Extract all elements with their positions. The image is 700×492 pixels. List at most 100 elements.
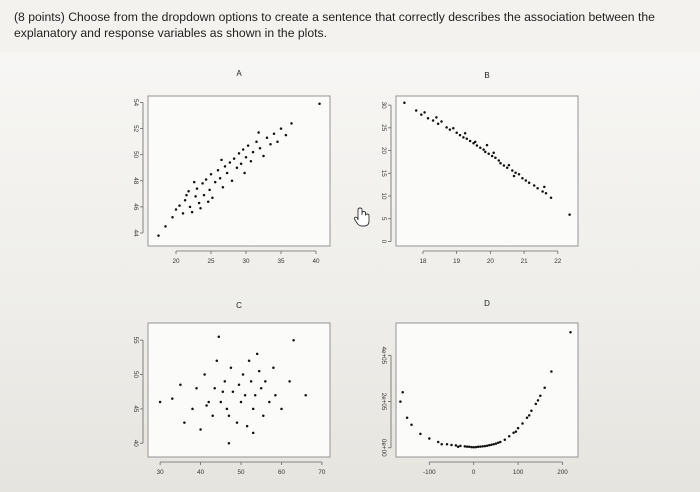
hand-cursor-icon	[353, 207, 370, 227]
data-point	[171, 216, 174, 219]
data-point	[473, 140, 477, 144]
data-point	[191, 407, 194, 411]
plot-title: C	[236, 301, 242, 310]
y-tick-label: 0e+00	[380, 439, 387, 457]
plot-frame	[147, 322, 331, 458]
data-point	[497, 159, 501, 162]
data-point	[536, 399, 540, 402]
data-point	[258, 146, 262, 150]
data-point	[503, 438, 507, 441]
data-point	[197, 201, 201, 205]
data-point	[269, 143, 272, 146]
data-point	[517, 172, 521, 176]
plot-frame	[147, 95, 331, 247]
data-point	[543, 185, 546, 189]
data-point	[401, 391, 404, 394]
data-point	[183, 199, 187, 202]
y-tick-label: 50	[132, 371, 139, 379]
data-point	[521, 177, 524, 180]
data-point	[484, 150, 487, 154]
data-point	[223, 165, 227, 168]
data-point	[229, 366, 233, 369]
data-point	[472, 445, 475, 449]
data-point	[454, 444, 458, 447]
data-point	[249, 159, 253, 163]
data-point	[164, 225, 167, 228]
data-point	[414, 109, 418, 112]
data-point	[239, 400, 243, 404]
data-point	[568, 213, 571, 216]
data-point	[463, 445, 467, 448]
plot-title: A	[236, 69, 242, 78]
y-tick-label: 4e+05	[380, 347, 387, 365]
data-point	[475, 144, 479, 147]
data-point	[202, 193, 206, 197]
x-tick-label: 22	[554, 258, 562, 265]
data-point	[465, 445, 469, 448]
data-point	[474, 445, 478, 449]
data-point	[483, 444, 487, 448]
data-point	[244, 156, 248, 159]
data-point	[192, 180, 196, 184]
data-point	[228, 161, 232, 164]
x-tick-label: 40	[312, 258, 320, 265]
data-point	[455, 131, 458, 135]
data-point	[423, 111, 426, 114]
plot-frame	[395, 95, 579, 247]
data-point	[481, 445, 484, 448]
y-tick-label: 25	[380, 124, 387, 132]
data-point	[479, 146, 482, 150]
data-point	[268, 400, 271, 404]
data-point	[452, 127, 455, 130]
y-tick-label: 10	[380, 192, 387, 200]
data-point	[521, 422, 524, 425]
data-point	[440, 120, 443, 123]
data-point	[225, 171, 229, 175]
data-point	[249, 380, 253, 383]
data-point	[468, 139, 472, 143]
data-point	[255, 140, 258, 143]
data-point	[225, 407, 229, 411]
x-tick-label: 30	[157, 469, 165, 476]
data-point	[237, 383, 241, 387]
data-point	[227, 414, 231, 418]
y-tick-label: 48	[132, 177, 139, 185]
data-point	[482, 148, 485, 151]
data-point	[534, 402, 538, 406]
data-point	[194, 195, 197, 198]
data-point	[569, 330, 572, 334]
x-tick-label: 100	[513, 469, 524, 476]
data-point	[274, 393, 277, 397]
data-point	[492, 443, 495, 446]
data-point	[251, 431, 255, 435]
data-point	[217, 335, 221, 338]
data-point	[487, 152, 490, 155]
x-tick-label: 60	[278, 469, 286, 476]
data-point	[492, 151, 495, 155]
data-point	[199, 206, 202, 210]
data-point	[272, 366, 275, 369]
data-point	[494, 156, 497, 160]
data-point	[227, 442, 231, 445]
data-point	[178, 204, 181, 207]
data-point	[445, 443, 449, 446]
data-point	[448, 128, 452, 131]
data-point	[187, 189, 190, 193]
data-point	[514, 430, 518, 433]
data-point	[216, 169, 220, 172]
data-point	[532, 184, 536, 187]
x-tick-label: 25	[207, 258, 215, 265]
data-point	[479, 445, 482, 448]
data-point	[490, 443, 493, 447]
data-point	[419, 432, 422, 436]
data-point	[462, 136, 465, 139]
data-point	[272, 132, 276, 136]
y-tick-label: 44	[132, 229, 139, 237]
y-tick-label: 2e+05	[380, 393, 387, 411]
y-tick-label: 54	[132, 99, 139, 107]
data-point	[195, 187, 199, 190]
data-point	[171, 397, 174, 400]
data-point	[199, 428, 202, 431]
data-point	[512, 174, 516, 178]
x-tick-label: 30	[242, 258, 250, 265]
